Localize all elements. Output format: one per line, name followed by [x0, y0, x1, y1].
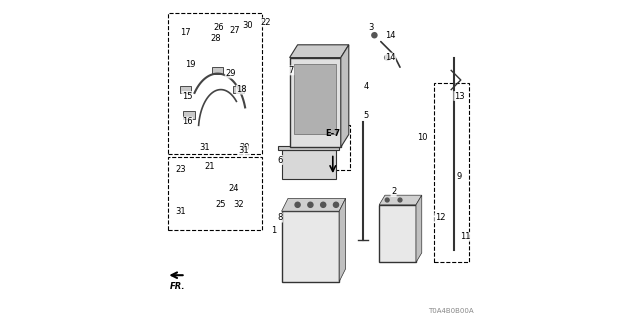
Text: 21: 21	[204, 162, 215, 171]
Bar	[168, 13, 262, 154]
Text: E-7: E-7	[325, 129, 340, 138]
Text: T0A4B0B00A: T0A4B0B00A	[428, 308, 474, 314]
Text: 10: 10	[417, 133, 428, 142]
Text: 11: 11	[460, 232, 471, 241]
Text: 6: 6	[277, 156, 283, 164]
Circle shape	[321, 202, 326, 207]
Text: 29: 29	[225, 69, 236, 78]
Text: FR.: FR.	[170, 282, 186, 291]
Text: 20: 20	[239, 143, 250, 152]
Text: 28: 28	[211, 34, 221, 43]
Polygon shape	[290, 45, 349, 58]
Text: 8: 8	[277, 213, 283, 222]
Text: 16: 16	[182, 117, 193, 126]
Text: 12: 12	[435, 213, 445, 222]
Text: 25: 25	[216, 200, 226, 209]
Text: 22: 22	[260, 18, 271, 27]
Bar	[212, 67, 223, 74]
Text: 31: 31	[175, 207, 186, 216]
Text: 27: 27	[230, 26, 241, 35]
Polygon shape	[380, 195, 422, 205]
Bar	[233, 86, 244, 93]
Text: 9: 9	[456, 172, 462, 180]
Text: 14: 14	[385, 31, 396, 40]
Text: 19: 19	[185, 60, 196, 68]
Text: 31: 31	[200, 143, 210, 152]
Circle shape	[308, 202, 313, 207]
Text: 5: 5	[364, 111, 369, 120]
Text: 23: 23	[175, 165, 186, 174]
Text: 31: 31	[238, 146, 248, 155]
Bar	[282, 150, 336, 179]
Circle shape	[385, 198, 389, 202]
Bar	[183, 111, 195, 119]
Text: 26: 26	[214, 23, 225, 32]
Text: 2: 2	[391, 188, 396, 196]
Polygon shape	[341, 45, 349, 147]
Circle shape	[385, 55, 390, 60]
Bar	[434, 83, 468, 262]
Bar	[168, 157, 262, 230]
Text: 18: 18	[236, 85, 247, 94]
Bar	[294, 64, 336, 134]
Text: 30: 30	[243, 21, 253, 30]
Text: 7: 7	[289, 66, 294, 75]
Circle shape	[398, 198, 402, 202]
Polygon shape	[416, 195, 422, 262]
Bar	[282, 211, 339, 282]
Text: 4: 4	[364, 82, 369, 91]
Bar	[180, 86, 191, 93]
Circle shape	[333, 202, 339, 207]
Circle shape	[295, 202, 300, 207]
Text: 3: 3	[369, 23, 374, 32]
Text: 13: 13	[454, 92, 465, 100]
Polygon shape	[339, 198, 346, 282]
Text: 24: 24	[228, 184, 239, 193]
Text: 17: 17	[180, 28, 191, 36]
Bar	[290, 58, 341, 147]
Text: 15: 15	[182, 92, 193, 100]
Text: 32: 32	[233, 200, 244, 209]
Text: 1: 1	[271, 226, 276, 235]
Circle shape	[372, 33, 377, 38]
Bar	[317, 125, 351, 170]
Bar	[380, 205, 416, 262]
Text: 14: 14	[385, 53, 396, 62]
Bar	[278, 146, 339, 150]
Polygon shape	[282, 198, 346, 211]
